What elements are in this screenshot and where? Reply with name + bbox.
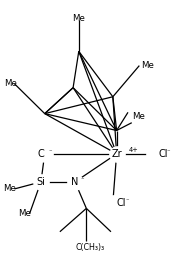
Text: Me: Me bbox=[132, 112, 145, 121]
Text: ⁻: ⁻ bbox=[48, 149, 52, 155]
Text: C(CH₃)₃: C(CH₃)₃ bbox=[76, 244, 105, 252]
Text: Si: Si bbox=[36, 177, 45, 187]
Text: N: N bbox=[71, 177, 79, 187]
Text: ⁻: ⁻ bbox=[167, 149, 170, 155]
Text: ⁻: ⁻ bbox=[125, 198, 129, 204]
Text: Me: Me bbox=[4, 79, 17, 88]
Text: Cl: Cl bbox=[158, 149, 168, 159]
Text: ⁻: ⁻ bbox=[81, 177, 84, 183]
Text: Me: Me bbox=[3, 185, 16, 193]
Text: Me: Me bbox=[141, 61, 154, 70]
Text: Zr: Zr bbox=[111, 149, 122, 159]
Text: 4+: 4+ bbox=[129, 147, 139, 153]
Text: C: C bbox=[37, 149, 44, 159]
Text: Cl: Cl bbox=[117, 198, 126, 208]
Text: Me: Me bbox=[19, 209, 31, 218]
Text: Me: Me bbox=[72, 14, 85, 23]
